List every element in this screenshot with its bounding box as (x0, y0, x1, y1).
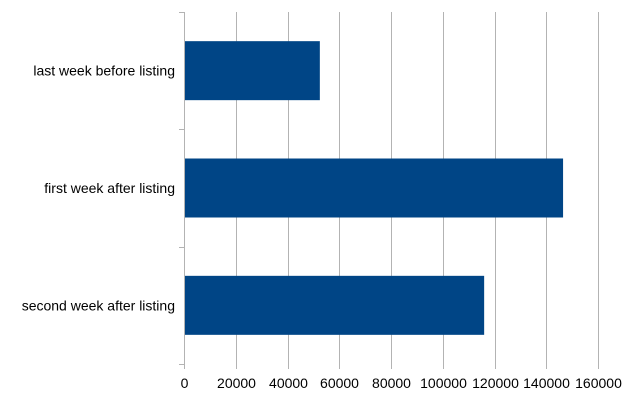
bar (185, 158, 564, 218)
x-tick-label: 160000 (575, 375, 622, 391)
x-tick-label: 60000 (320, 375, 359, 391)
bar (185, 275, 485, 335)
bars (185, 41, 564, 335)
x-tick-labels: 0 20000 40000 60000 80000 100000 120000 140000 1… (181, 375, 622, 391)
category-label: second week after listing (22, 297, 175, 313)
x-tick-label: 20000 (217, 375, 256, 391)
x-tick-label: 40000 (269, 375, 308, 391)
axes (179, 12, 599, 369)
bar (185, 41, 320, 101)
category-label: first week after listing (44, 180, 175, 196)
category-label: last week before listing (33, 63, 175, 79)
x-tick-label: 140000 (523, 375, 570, 391)
category-labels: last week before listing first week after… (22, 63, 175, 314)
x-tick-label: 0 (181, 375, 189, 391)
x-tick-label: 120000 (472, 375, 519, 391)
x-tick-label: 80000 (372, 375, 411, 391)
x-tick-label: 100000 (420, 375, 467, 391)
